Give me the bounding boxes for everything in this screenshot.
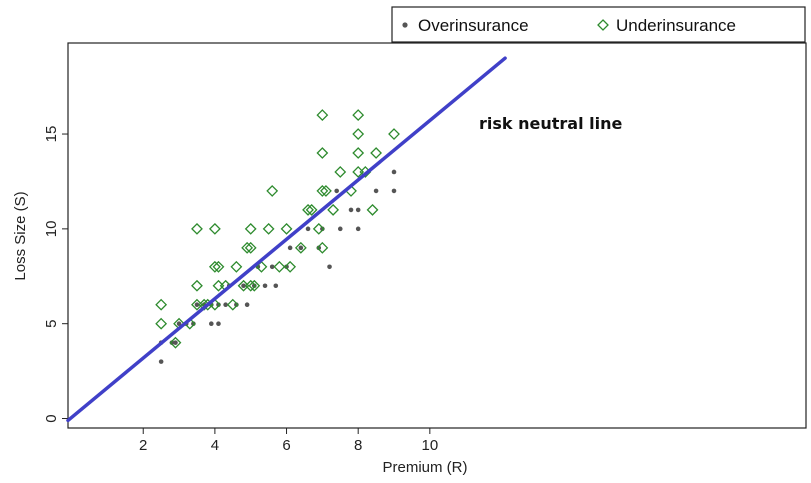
y-tick-label: 5 bbox=[43, 320, 60, 328]
underinsurance-point bbox=[226, 298, 239, 311]
underinsurance-point bbox=[305, 203, 318, 216]
underinsurance-point bbox=[208, 222, 221, 235]
y-tick-label: 0 bbox=[43, 414, 60, 422]
risk-neutral-line bbox=[66, 56, 507, 423]
y-tick-label: 10 bbox=[43, 221, 60, 238]
underinsurance-point bbox=[244, 241, 257, 254]
underinsurance-point bbox=[320, 185, 332, 197]
overinsurance-point bbox=[327, 264, 332, 270]
overinsurance-point bbox=[273, 283, 279, 289]
legend: Overinsurance Underinsurance bbox=[391, 6, 806, 43]
underinsurance-point bbox=[388, 128, 400, 140]
overinsurance-point bbox=[355, 226, 361, 232]
overinsurance-point bbox=[391, 169, 397, 175]
series-overinsurance bbox=[158, 169, 397, 364]
underinsurance-point bbox=[155, 317, 168, 330]
overinsurance-point bbox=[269, 264, 275, 270]
overinsurance-point bbox=[216, 321, 221, 326]
underinsurance-point bbox=[262, 222, 275, 235]
overinsurance-point bbox=[158, 359, 164, 364]
underinsurance-point bbox=[316, 109, 329, 121]
underinsurance-point bbox=[316, 147, 329, 159]
legend-label-overinsurance: Overinsurance bbox=[418, 16, 529, 35]
underinsurance-point bbox=[241, 241, 254, 254]
underinsurance-point bbox=[327, 203, 340, 216]
legend-label-underinsurance: Underinsurance bbox=[616, 16, 736, 35]
underinsurance-point bbox=[155, 298, 168, 311]
plot-frame bbox=[67, 42, 807, 429]
risk-neutral-line-label: risk neutral line bbox=[479, 114, 622, 133]
overinsurance-point bbox=[173, 340, 178, 345]
underinsurance-point bbox=[244, 279, 257, 292]
y-tick-label: 15 bbox=[43, 126, 60, 143]
x-tick-label: 8 bbox=[354, 437, 362, 454]
underinsurance-point bbox=[248, 279, 261, 292]
series-underinsurance bbox=[155, 109, 400, 349]
underinsurance-point bbox=[273, 260, 286, 273]
underinsurance-point bbox=[316, 185, 329, 197]
overinsurance-point bbox=[298, 245, 304, 251]
underinsurance-point bbox=[316, 241, 329, 254]
underinsurance-point bbox=[352, 147, 365, 159]
overinsurance-point bbox=[223, 302, 228, 308]
overinsurance-point bbox=[373, 188, 379, 194]
underinsurance-point bbox=[352, 109, 365, 121]
overinsurance-point bbox=[176, 321, 182, 326]
underinsurance-point bbox=[280, 222, 293, 235]
overinsurance-point bbox=[244, 302, 250, 308]
overinsurance-point bbox=[262, 283, 268, 289]
overinsurance-point bbox=[355, 207, 361, 213]
underinsurance-point bbox=[334, 166, 347, 178]
x-axis-title: Premium (R) bbox=[383, 459, 468, 476]
underinsurance-point bbox=[312, 222, 325, 235]
overinsurance-point bbox=[348, 207, 354, 213]
overinsurance-point bbox=[194, 302, 200, 308]
underinsurance-point bbox=[284, 260, 297, 273]
x-tick-label: 6 bbox=[282, 437, 290, 454]
overinsurance-point bbox=[391, 188, 397, 194]
underinsurance-point bbox=[208, 260, 221, 273]
underinsurance-point bbox=[266, 185, 279, 197]
overinsurance-point bbox=[287, 245, 293, 251]
underinsurance-point bbox=[191, 222, 203, 235]
underinsurance-point bbox=[212, 279, 225, 292]
underinsurance-point bbox=[370, 147, 383, 159]
y-axis-title: Loss Size (S) bbox=[12, 191, 29, 280]
underinsurance-point bbox=[191, 279, 203, 292]
legend-marker-overinsurance bbox=[402, 22, 408, 28]
underinsurance-point bbox=[302, 203, 314, 216]
underinsurance-point bbox=[352, 128, 365, 140]
x-tick-label: 4 bbox=[211, 437, 219, 454]
underinsurance-point bbox=[255, 260, 268, 273]
overinsurance-point bbox=[305, 226, 311, 232]
overinsurance-point bbox=[334, 188, 339, 194]
underinsurance-point bbox=[230, 260, 243, 273]
y-axis: 0 5 10 15 bbox=[43, 126, 68, 423]
underinsurance-point bbox=[169, 336, 182, 349]
underinsurance-point bbox=[366, 203, 379, 216]
overinsurance-point bbox=[337, 226, 343, 232]
overinsurance-point bbox=[209, 321, 214, 326]
underinsurance-point bbox=[294, 241, 307, 254]
underinsurance-point bbox=[212, 260, 225, 273]
legend-marker-underinsurance bbox=[597, 19, 609, 31]
x-tick-label: 2 bbox=[139, 437, 147, 454]
overinsurance-point bbox=[241, 283, 246, 289]
underinsurance-point bbox=[244, 222, 257, 235]
x-tick-label: 10 bbox=[421, 437, 438, 454]
x-axis: 2 4 6 8 10 bbox=[139, 428, 438, 454]
